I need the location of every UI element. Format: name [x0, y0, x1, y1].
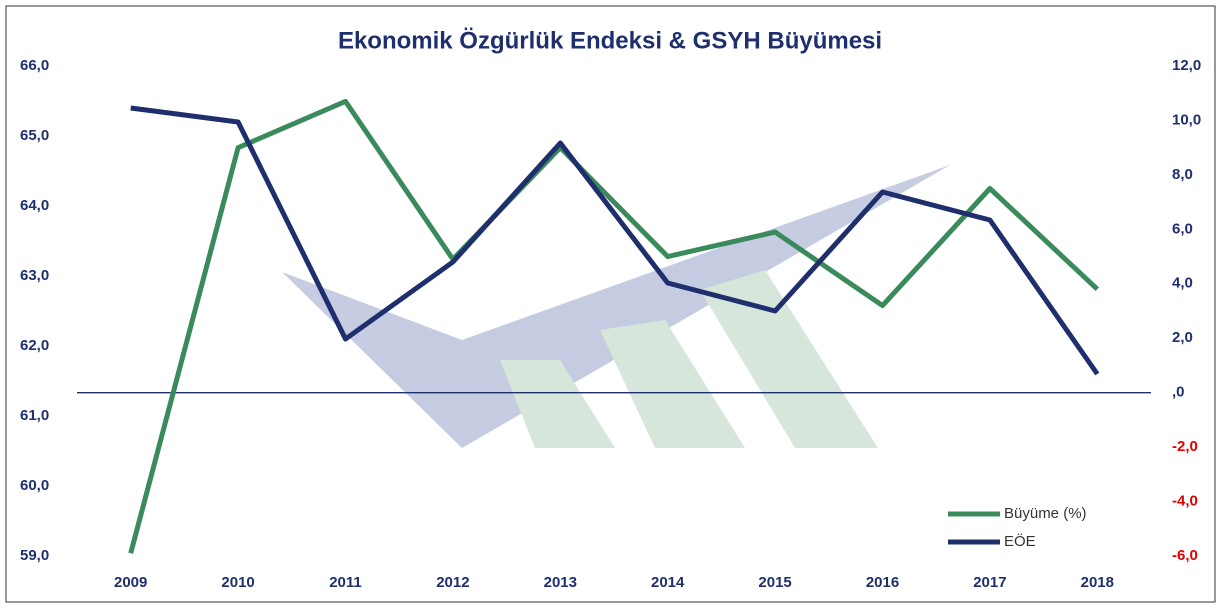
x-tick-label: 2011 — [329, 574, 362, 591]
x-tick-label: 2009 — [114, 574, 147, 591]
y-tick-label: 62,0 — [20, 337, 49, 354]
series-line — [130, 105, 1100, 376]
x-tick-label: 2010 — [221, 574, 254, 591]
x-tick-label: 2013 — [544, 574, 577, 591]
y-tick-label: 65,0 — [20, 127, 49, 144]
y2-tick-label: -6,0 — [1172, 547, 1198, 564]
x-tick-label: 2012 — [436, 574, 469, 591]
y2-tick-label: 12,0 — [1172, 57, 1201, 74]
y2-tick-label: ,0 — [1172, 384, 1185, 401]
legend-label: Büyüme (%) — [1004, 505, 1087, 522]
y2-tick-label: 10,0 — [1172, 111, 1201, 128]
x-tick-label: 2016 — [866, 574, 899, 591]
y-tick-label: 66,0 — [20, 57, 49, 74]
y2-tick-label: -4,0 — [1172, 493, 1198, 510]
x-tick-label: 2015 — [758, 574, 791, 591]
y2-tick-label: 8,0 — [1172, 166, 1193, 183]
x-tick-label: 2017 — [973, 574, 1006, 591]
chart-title: Ekonomik Özgürlük Endeksi & GSYH Büyümes… — [338, 27, 882, 54]
x-tick-label: 2014 — [651, 574, 685, 591]
y-tick-label: 61,0 — [20, 407, 49, 424]
series-line — [128, 98, 1100, 554]
chart-border — [5, 5, 1216, 603]
y2-tick-label: 6,0 — [1172, 220, 1193, 237]
y2-tick-label: 4,0 — [1172, 275, 1193, 292]
legend-label: EÖE — [1004, 532, 1036, 550]
y-tick-label: 60,0 — [20, 477, 49, 494]
y-tick-label: 59,0 — [20, 547, 49, 564]
y2-tick-label: 2,0 — [1172, 329, 1193, 346]
x-tick-label: 2018 — [1081, 574, 1114, 591]
y2-tick-label: -2,0 — [1172, 438, 1198, 455]
y-tick-label: 63,0 — [20, 267, 49, 284]
y-tick-label: 64,0 — [20, 197, 49, 214]
